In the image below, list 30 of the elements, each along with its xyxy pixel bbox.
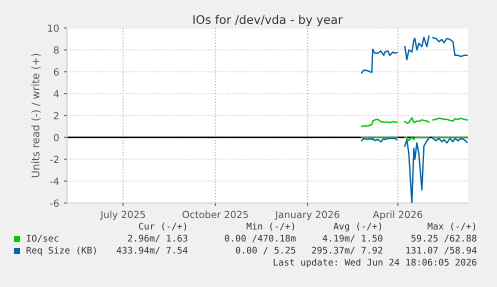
text: 0.00 /470.18m	[224, 234, 296, 242]
legend-label: Req Size (KB)	[26, 246, 96, 256]
text: Cur (-/+)	[138, 222, 186, 231]
y-tick-label: 8	[54, 46, 59, 54]
text: 2.96m/ 1.63	[128, 234, 188, 242]
text: 4.19m/ 1.50	[322, 234, 382, 242]
x-tick-label: January 2026	[274, 210, 340, 220]
text: Min (-/+)	[246, 222, 294, 231]
y-tick-label: 2	[54, 112, 58, 120]
text: Avg (-/+)	[334, 222, 382, 232]
text: 131.07 /58.94	[406, 246, 477, 254]
text: Max (-/+)	[428, 222, 476, 231]
y-tick-label: -4	[50, 178, 59, 185]
text: 59.25 /62.88	[411, 234, 476, 242]
y-tick-label: 0	[54, 134, 59, 142]
text: 295.37m/ 7.92	[312, 246, 382, 254]
chart-title: IOs for /dev/vda - by year	[193, 14, 343, 26]
text: Last update: Wed Jun 24 18:06:05 2026	[274, 258, 476, 268]
y-tick-label: 6	[54, 68, 59, 76]
legend-label: IO/sec	[26, 234, 58, 242]
text: 433.94m/ 7.54	[116, 246, 188, 254]
x-tick-label: October 2025	[182, 210, 248, 218]
y-tick-label: 10	[48, 24, 59, 32]
x-tick-label: July 2025	[100, 210, 145, 220]
y-tick-label: 4	[54, 90, 59, 98]
y-tick-label: -2	[50, 156, 58, 163]
text: 0.00 / 5.25	[236, 246, 296, 254]
x-tick-label: April 2026	[372, 210, 422, 220]
y-tick-label: -6	[50, 199, 59, 207]
y-axis-title: Units read (-) / write (+)	[31, 54, 41, 178]
